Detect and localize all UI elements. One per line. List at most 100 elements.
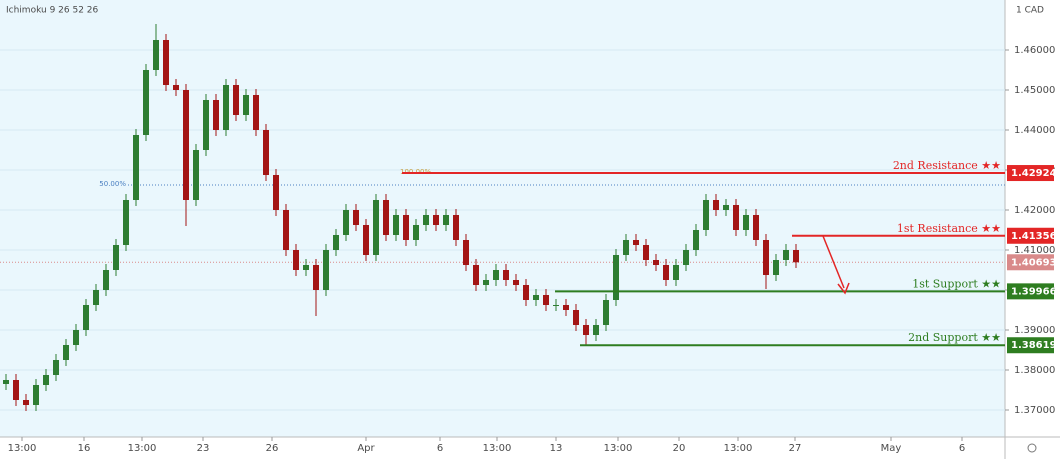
candle-body <box>663 265 669 280</box>
candle-body <box>603 300 609 325</box>
last-price-box <box>1007 254 1054 271</box>
candle-body <box>293 250 299 270</box>
y-tick-label: 1.37000 <box>1014 405 1055 416</box>
y-tick-label: 1.39000 <box>1014 325 1055 336</box>
x-tick-label: 13:00 <box>483 443 512 454</box>
candle-body <box>213 100 219 130</box>
candle-body <box>313 265 319 290</box>
candle-body <box>193 150 199 200</box>
candle-body <box>183 90 189 200</box>
y-tick-label: 1.44000 <box>1014 125 1055 136</box>
settings-icon[interactable] <box>1027 443 1037 453</box>
level-value-label: 1.41356 <box>1011 231 1057 242</box>
y-tick-label: 1.38000 <box>1014 365 1055 376</box>
candle-body <box>463 240 469 265</box>
candle-body <box>533 295 539 300</box>
projection-arrow <box>822 235 845 289</box>
candle-body <box>613 255 619 300</box>
candle-body <box>673 265 679 280</box>
candle-body <box>413 225 419 240</box>
candle-body <box>253 95 259 130</box>
indicator-label: Ichimoku 9 26 52 26 <box>6 6 99 16</box>
candle-body <box>763 240 769 275</box>
candle-body <box>523 285 529 300</box>
fib-label: 50.00% <box>99 180 126 188</box>
candle-body <box>43 375 49 385</box>
x-tick-label: 26 <box>266 443 279 454</box>
candle-body <box>3 380 9 384</box>
x-tick-label: 6 <box>437 443 443 454</box>
candle-body <box>113 245 119 270</box>
arrow-head <box>837 282 850 295</box>
x-tick-label: 13:00 <box>724 443 753 454</box>
candle-body <box>83 305 89 330</box>
candle-body <box>93 290 99 305</box>
candle-body <box>103 270 109 290</box>
candle-body <box>343 210 349 235</box>
candle-body <box>173 85 179 90</box>
candle-body <box>543 295 549 305</box>
candle-body <box>23 400 29 405</box>
candle-body <box>353 210 359 225</box>
candle-body <box>743 215 749 230</box>
candle-body <box>573 310 579 325</box>
candle-body <box>13 380 19 400</box>
candle-body <box>623 240 629 255</box>
x-tick-label: 13:00 <box>604 443 633 454</box>
candle-body <box>583 325 589 335</box>
level-label: 1st Resistance ★★ <box>897 222 1001 235</box>
level-label: 1st Support ★★ <box>912 277 1001 290</box>
level-value-label: 1.42924 <box>1011 168 1057 179</box>
level-value-label: 1.38619 <box>1011 340 1057 351</box>
y-tick-label: 1.41000 <box>1014 245 1055 256</box>
candle-body <box>123 200 129 245</box>
currency-label: 1 CAD <box>1016 6 1044 16</box>
candle-body <box>223 85 229 130</box>
candle-body <box>723 205 729 210</box>
candle-body <box>273 175 279 210</box>
candle-body <box>483 280 489 285</box>
candle-body <box>333 235 339 250</box>
x-tick-label: 20 <box>673 443 686 454</box>
candle-body <box>453 215 459 240</box>
candle-body <box>633 240 639 245</box>
candle-body <box>713 200 719 210</box>
candle-body <box>753 215 759 240</box>
candle-body <box>393 215 399 235</box>
candle-body <box>163 40 169 85</box>
candle-body <box>733 205 739 230</box>
candle-body <box>143 70 149 135</box>
candle-body <box>593 325 599 335</box>
level-label: 2nd Support ★★ <box>908 331 1001 344</box>
candle-body <box>323 250 329 290</box>
level-value-box <box>1007 337 1054 354</box>
candle-body <box>473 265 479 285</box>
x-tick-label: 6 <box>959 443 965 454</box>
candle-body <box>643 245 649 260</box>
x-tick-label: 16 <box>78 443 91 454</box>
x-tick-label: Apr <box>357 443 375 454</box>
candle-body <box>263 130 269 175</box>
candle-body <box>703 200 709 230</box>
candle-body <box>513 280 519 285</box>
candle-body <box>363 225 369 255</box>
level-label: 2nd Resistance ★★ <box>893 159 1001 172</box>
level-value-box <box>1007 283 1054 300</box>
candle-body <box>553 305 559 306</box>
level-value-box <box>1007 227 1054 244</box>
candle-body <box>563 305 569 310</box>
level-value-box <box>1007 165 1054 182</box>
candle-body <box>203 100 209 150</box>
x-tick-label: 23 <box>197 443 210 454</box>
x-tick-label: 27 <box>789 443 802 454</box>
y-tick-label: 1.42000 <box>1014 205 1055 216</box>
candle-body <box>133 135 139 200</box>
candle-body <box>303 265 309 270</box>
candle-body <box>653 260 659 265</box>
candle-body <box>373 200 379 255</box>
candle-body <box>773 260 779 275</box>
candle-body <box>783 250 789 260</box>
candle-body <box>433 215 439 225</box>
plot-area <box>0 0 1005 437</box>
